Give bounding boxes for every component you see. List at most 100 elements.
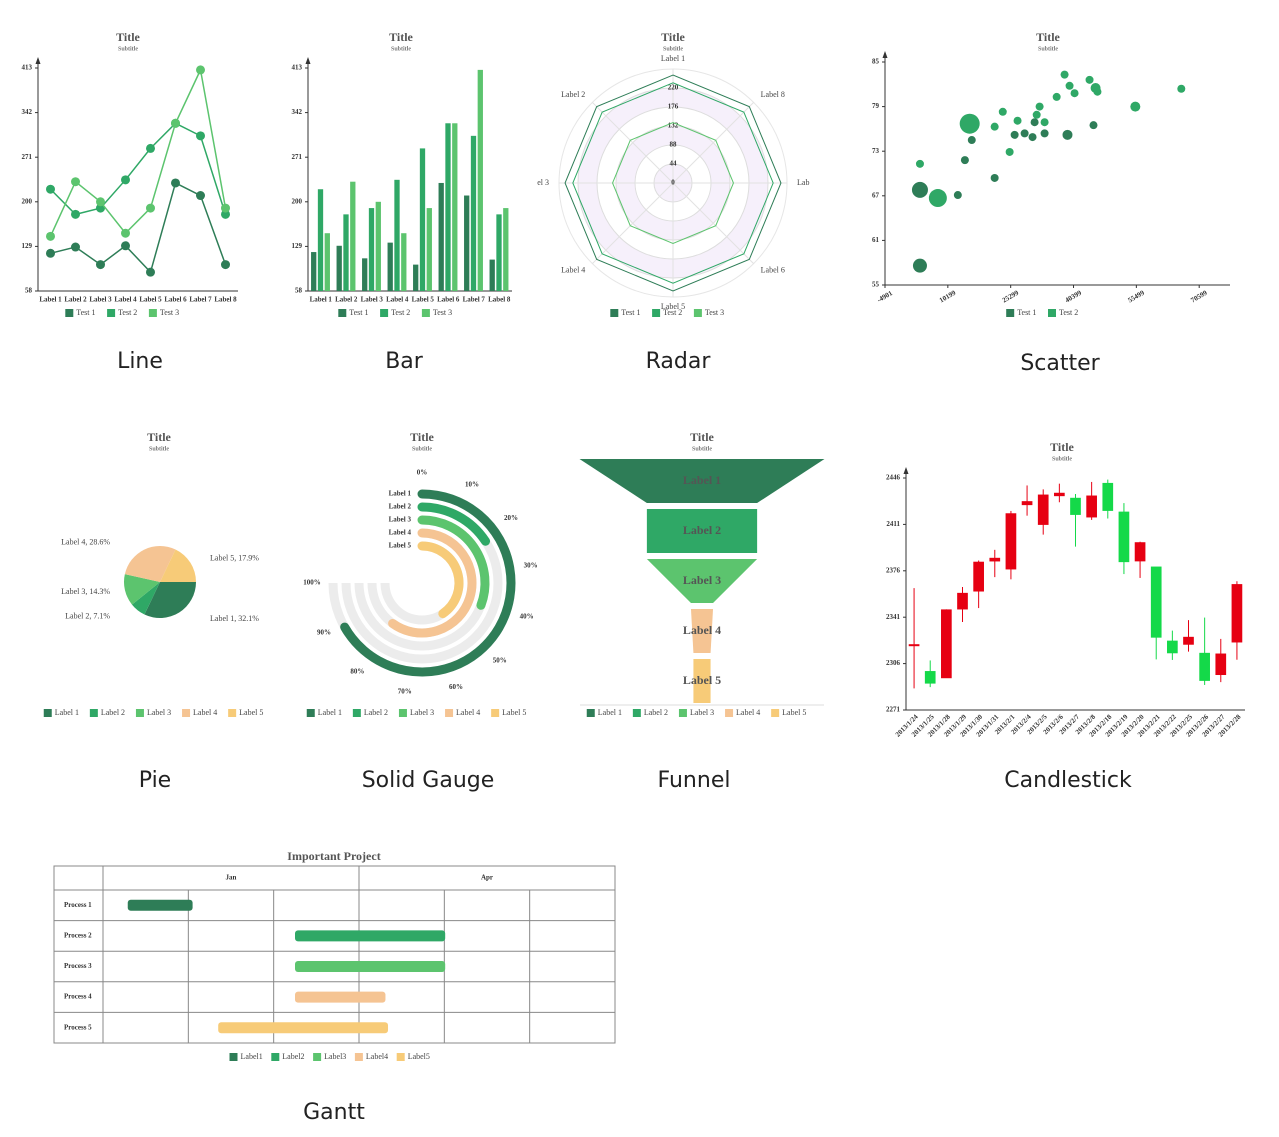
chart-caption: Pie xyxy=(139,768,171,793)
legend-swatch xyxy=(107,309,116,317)
radar-label: Label 4 xyxy=(561,266,585,275)
line-point xyxy=(46,184,55,194)
bar xyxy=(438,182,444,291)
scatter-point xyxy=(1060,70,1069,79)
chart-caption: Solid Gauge xyxy=(362,768,495,793)
pie-label: Label 5, 17.9% xyxy=(210,553,259,562)
radar-spoke xyxy=(672,102,754,184)
gauge-label: Label 2 xyxy=(389,503,412,511)
bar xyxy=(394,179,400,291)
gauge-tick xyxy=(451,676,454,679)
legend-label: Test 2 xyxy=(1059,308,1078,317)
legend-swatch xyxy=(89,709,98,717)
legend-label: Label 5 xyxy=(239,708,263,717)
scatter-point xyxy=(953,191,962,200)
line-point xyxy=(121,228,130,238)
candle-body xyxy=(1005,513,1017,570)
legend-label: Label 1 xyxy=(598,708,622,717)
scatter-point xyxy=(1032,110,1041,119)
legend-swatch xyxy=(693,309,702,317)
x-tick-label: Label 2 xyxy=(64,296,87,304)
line-point xyxy=(171,178,180,188)
gauge-tick-label: 100% xyxy=(303,579,321,587)
scatter-point xyxy=(1089,121,1098,130)
line-point xyxy=(221,209,230,219)
gauge-bar xyxy=(417,515,490,610)
legend-label: Test 3 xyxy=(705,308,724,317)
line-point xyxy=(71,177,80,187)
chart-title: Title xyxy=(690,430,714,444)
candle-body xyxy=(1021,501,1033,506)
legend-swatch xyxy=(678,709,687,717)
line-point xyxy=(71,242,80,252)
legend-swatch xyxy=(445,709,454,717)
legend-swatch xyxy=(182,709,191,717)
y-tick-label: 413 xyxy=(22,64,33,72)
chart-caption: Candlestick xyxy=(1004,768,1132,793)
pie-label: Label 1, 32.1% xyxy=(210,614,259,623)
bar xyxy=(452,123,458,291)
line-point xyxy=(196,131,205,141)
gauge-tick-label: 60% xyxy=(449,683,463,691)
chart-caption: Gantt xyxy=(303,1100,365,1125)
legend-swatch xyxy=(398,709,407,717)
x-tick-label: Label 7 xyxy=(463,296,486,304)
chart-title: Title xyxy=(389,30,413,44)
y-tick-label: 342 xyxy=(22,108,33,116)
radar-label: Label 2 xyxy=(561,90,585,99)
legend-label: Test 1 xyxy=(76,308,95,317)
x-tick-label: Label 8 xyxy=(214,296,237,304)
radar-label: el 3 xyxy=(537,178,549,187)
legend-label: Label1 xyxy=(241,1052,263,1061)
candle-body xyxy=(1150,566,1162,638)
chart-subtitle: Subtitle xyxy=(149,446,169,452)
funnel-segment xyxy=(579,459,825,503)
line-point xyxy=(121,175,130,185)
line-series xyxy=(50,181,227,274)
gantt-group-label: Jan xyxy=(226,874,237,882)
gantt-task-label: Process 3 xyxy=(64,962,92,970)
axis-arrow xyxy=(903,467,909,474)
gauge-tick-label: 20% xyxy=(504,514,518,522)
candle-body xyxy=(1167,640,1178,654)
scatter-point xyxy=(1062,129,1073,140)
radar-tick-label: 44 xyxy=(670,160,678,168)
scatter-point xyxy=(1005,147,1014,156)
chart-caption: Bar xyxy=(385,349,424,374)
gauge-tick-label: 0% xyxy=(417,469,428,477)
candle-body xyxy=(1037,494,1049,525)
funnel-label: Label 5 xyxy=(683,673,721,687)
bar xyxy=(375,201,381,291)
candle-body xyxy=(1215,653,1227,676)
pie-slice xyxy=(124,574,160,605)
funnel-segment xyxy=(693,659,711,703)
legend-label: Test 3 xyxy=(160,308,179,317)
scatter-point xyxy=(1020,129,1029,138)
gauge-tick-label: 90% xyxy=(317,629,331,637)
line-point xyxy=(221,203,230,213)
y-tick-label: 2306 xyxy=(886,659,901,667)
line-point xyxy=(146,203,155,213)
candle-body xyxy=(908,644,920,647)
chart-title: Title xyxy=(116,30,140,44)
line-point xyxy=(196,191,205,201)
gauge-bar xyxy=(417,541,464,619)
candle-body xyxy=(1070,497,1081,515)
y-tick-label: 271 xyxy=(292,153,303,161)
chart-title: Title xyxy=(410,430,434,444)
bar xyxy=(401,233,407,291)
line-point xyxy=(196,65,205,75)
gauge-tick xyxy=(515,612,518,615)
chart-title: Title xyxy=(147,430,171,444)
bar xyxy=(350,181,356,291)
bar xyxy=(387,242,393,291)
scatter-point xyxy=(1030,118,1039,127)
y-tick-label: 85 xyxy=(872,58,880,66)
radar-tick-label: 132 xyxy=(668,122,679,130)
y-tick-label: 58 xyxy=(25,287,33,295)
scatter-point xyxy=(915,159,924,168)
gantt-bar xyxy=(295,991,386,1003)
y-tick-label: 129 xyxy=(292,242,303,250)
chart-subtitle: Subtitle xyxy=(412,446,432,452)
